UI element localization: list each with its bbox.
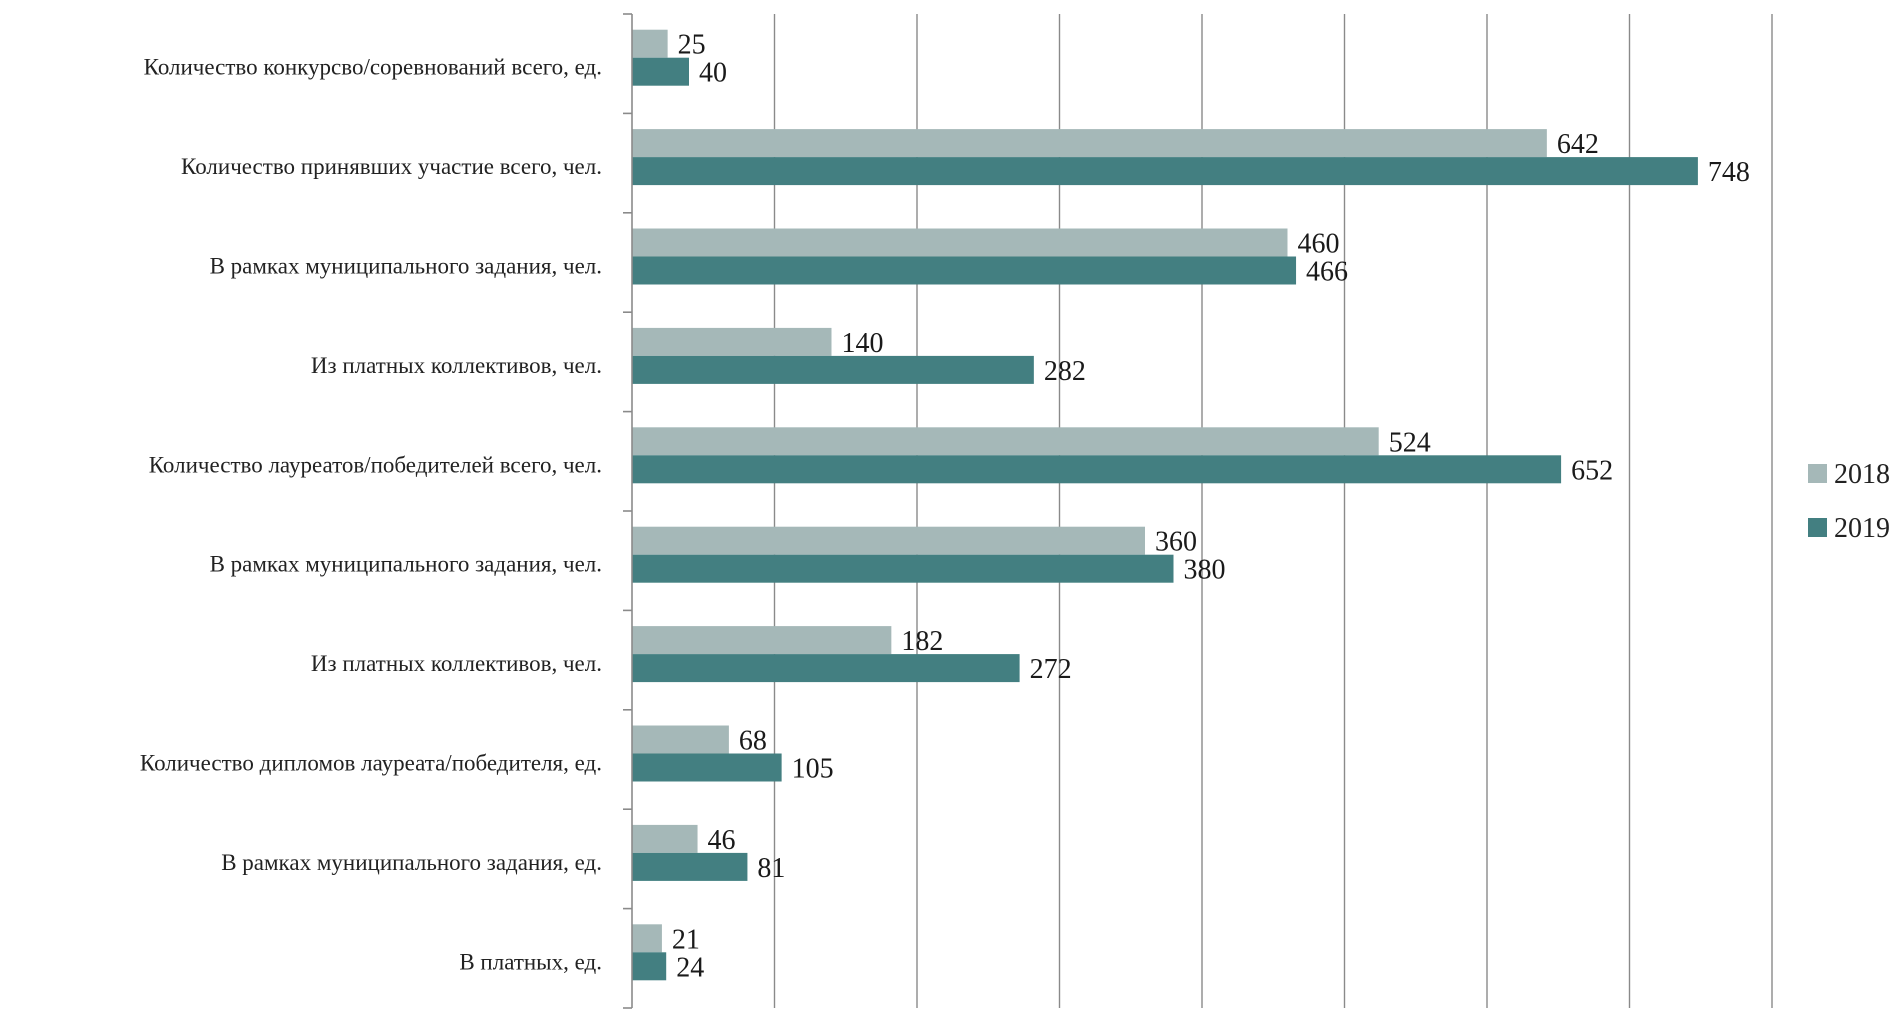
category-labels: Количество конкурсво/соревнований всего,…	[140, 55, 602, 975]
bar-2018-3	[632, 327, 832, 356]
category-label-7: Количество дипломов лауреата/победителя,…	[140, 751, 602, 776]
data-label-2019-4: 652	[1571, 455, 1613, 486]
bar-2019-3	[632, 355, 1034, 384]
bar-2018-4	[632, 427, 1379, 456]
bar-2018-6	[632, 626, 892, 655]
bar-2019-9	[632, 952, 667, 981]
bar-2018-7	[632, 725, 729, 754]
data-label-2019-7: 105	[792, 754, 834, 785]
data-label-2018-2: 460	[1298, 229, 1340, 260]
bar-2019-4	[632, 455, 1562, 484]
data-label-2019-5: 380	[1184, 555, 1226, 586]
category-label-0: Количество конкурсво/соревнований всего,…	[144, 55, 602, 80]
category-label-9: В платных, ед.	[459, 949, 602, 974]
category-label-1: Количество принявших участие всего, чел.	[181, 154, 602, 179]
bars	[632, 29, 1698, 981]
bar-2019-1	[632, 157, 1698, 186]
legend-label-2019: 2019	[1834, 513, 1890, 544]
category-label-3: Из платных коллективов, чел.	[311, 353, 602, 378]
data-label-2019-3: 282	[1044, 356, 1086, 387]
category-axis-ticks	[623, 13, 632, 1009]
data-label-2019-9: 24	[676, 952, 704, 983]
bar-2018-0	[632, 29, 668, 58]
legend-swatch-2018	[1808, 464, 1827, 483]
data-label-2018-6: 182	[901, 626, 943, 657]
data-label-2019-1: 748	[1708, 157, 1750, 188]
data-label-2018-7: 68	[739, 726, 767, 757]
data-label-2018-8: 46	[708, 825, 736, 856]
category-label-8: В рамках муниципального задания, ед.	[221, 850, 602, 875]
data-label-2018-3: 140	[842, 328, 884, 359]
bar-2019-6	[632, 654, 1020, 683]
data-label-2018-9: 21	[672, 924, 700, 955]
category-label-2: В рамках муниципального задания, чел.	[210, 254, 602, 279]
data-label-2019-2: 466	[1306, 257, 1348, 288]
data-label-2018-0: 25	[678, 30, 706, 61]
bar-2018-5	[632, 526, 1145, 555]
bar-2019-7	[632, 753, 782, 782]
bar-2018-2	[632, 228, 1288, 257]
data-label-2019-0: 40	[699, 58, 727, 89]
data-label-2018-4: 524	[1389, 427, 1431, 458]
bar-2019-5	[632, 554, 1174, 583]
bar-2019-8	[632, 852, 748, 881]
category-label-4: Количество лауреатов/победителей всего, …	[149, 452, 602, 477]
category-label-6: Из платных коллективов, чел.	[311, 651, 602, 676]
legend: 2018 2019	[1808, 459, 1890, 544]
bar-2019-0	[632, 57, 689, 86]
bar-2018-8	[632, 824, 698, 853]
data-label-2018-1: 642	[1557, 129, 1599, 160]
category-label-5: В рамках муниципального задания, чел.	[210, 552, 602, 577]
legend-swatch-2019	[1808, 518, 1827, 537]
data-label-2019-6: 272	[1030, 654, 1072, 685]
legend-label-2018: 2018	[1834, 459, 1890, 490]
data-label-2019-8: 81	[757, 853, 785, 884]
bar-2018-9	[632, 924, 662, 953]
bar-2018-1	[632, 129, 1547, 158]
bar-2019-2	[632, 256, 1297, 285]
data-label-2018-5: 360	[1155, 527, 1197, 558]
